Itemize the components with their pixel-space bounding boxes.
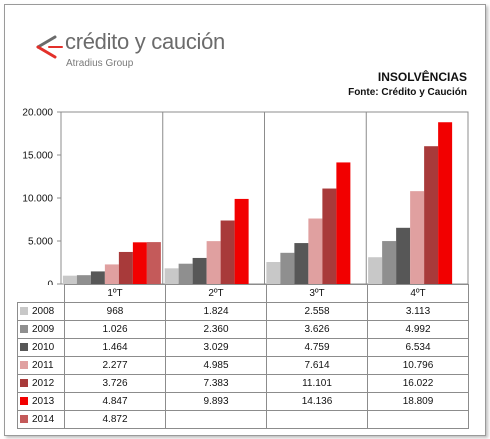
data-cell: 11.101: [266, 374, 368, 393]
data-cell: 7.383: [165, 374, 267, 393]
bar-2010-4: [396, 227, 411, 284]
bar-2013-3: [336, 162, 351, 284]
series-label: 2010: [17, 338, 65, 357]
data-cell: [165, 410, 267, 429]
legend-key: [20, 307, 28, 315]
series-label: 2009: [17, 320, 65, 339]
data-cell: 2.360: [165, 320, 267, 339]
data-table: 1ºT 2ºT 3ºT 4ºT 2008 968 1.824 2.558 3.113 20…: [17, 284, 469, 429]
y-tick-label: 20.000: [22, 108, 53, 119]
data-cell: 1.824: [165, 302, 267, 321]
data-table-row: 2010 1.464 3.029 4.759 6.534: [17, 338, 469, 357]
data-table-row: 2014 4.872: [17, 410, 469, 429]
data-cell: 3.626: [266, 320, 368, 339]
data-cell: 4.759: [266, 338, 368, 357]
chart-source: Fonte: Crédito y Caución: [348, 87, 467, 98]
legend-key: [20, 361, 28, 369]
bar-chart: 0 5.000 10.000 15.000 20.000: [22, 108, 469, 286]
bar-2011-2: [206, 241, 221, 284]
data-cell: 3.726: [64, 374, 166, 393]
data-cell: 4.985: [165, 356, 267, 375]
data-cell: 3.113: [367, 302, 469, 321]
data-cell: 1.464: [64, 338, 166, 357]
bar-2008-2: [164, 268, 179, 284]
legend-key: [20, 325, 28, 333]
data-cell: 968: [64, 302, 166, 321]
legend-key: [20, 343, 28, 351]
legend-key: [20, 397, 28, 405]
bar-2012-2: [220, 220, 235, 284]
series-name: 2012: [32, 378, 55, 389]
series-name: 2009: [32, 324, 55, 335]
data-cell: 14.136: [266, 392, 368, 411]
series-name: 2010: [32, 342, 55, 353]
legend-key: [20, 379, 28, 387]
y-tick-label: 5.000: [28, 237, 53, 248]
data-cell: 7.614: [266, 356, 368, 375]
data-cell: 4.847: [64, 392, 166, 411]
brand-subtitle: Atradius Group: [66, 58, 134, 69]
quarter-header: 4ºT: [367, 284, 469, 303]
bar-2012-1: [118, 251, 133, 284]
bar-2012-4: [424, 146, 439, 284]
series-name: 2014: [32, 414, 55, 425]
series-label: 2008: [17, 302, 65, 321]
series-label: 2013: [17, 392, 65, 411]
chart-title: INSOLVÊNCIAS: [377, 70, 467, 84]
bar-2008-1: [62, 275, 77, 284]
data-cell: 10.796: [367, 356, 469, 375]
y-tick-label: 0: [47, 280, 53, 286]
data-cell: 1.026: [64, 320, 166, 339]
bar-2011-4: [410, 191, 425, 284]
series-label: 2011: [17, 356, 65, 375]
bar-2009-2: [178, 263, 193, 284]
y-tick-label: 15.000: [22, 151, 53, 162]
bar-2014-1: [146, 242, 161, 284]
series-label: 2014: [17, 410, 65, 429]
data-cell: 6.534: [367, 338, 469, 357]
series-label: 2012: [17, 374, 65, 393]
data-cell: [367, 410, 469, 429]
bar-2013-1: [132, 242, 147, 284]
series-name: 2013: [32, 396, 55, 407]
quarter-header: 2ºT: [165, 284, 267, 303]
data-cell: 3.029: [165, 338, 267, 357]
bar-2010-2: [192, 257, 207, 284]
brand-name: crédito y caución: [65, 29, 225, 54]
data-table-row: 2008 968 1.824 2.558 3.113: [17, 302, 469, 321]
bar-2011-1: [104, 264, 119, 284]
data-cell: 9.893: [165, 392, 267, 411]
bar-2012-3: [322, 188, 337, 284]
bar-2009-4: [382, 241, 397, 284]
data-table-header-row: 1ºT 2ºT 3ºT 4ºT: [17, 284, 469, 303]
quarter-header: 3ºT: [266, 284, 368, 303]
bar-2013-2: [234, 198, 249, 284]
data-cell: 2.558: [266, 302, 368, 321]
bar-2011-3: [308, 218, 323, 284]
bar-2010-1: [90, 271, 105, 284]
data-cell: 2.277: [64, 356, 166, 375]
data-table-row: 2012 3.726 7.383 11.101 16.022: [17, 374, 469, 393]
quarter-header: 1ºT: [64, 284, 166, 303]
brand-arrow-icon: [36, 35, 63, 59]
data-cell: 4.872: [64, 410, 166, 429]
data-table-row: 2009 1.026 2.360 3.626 4.992: [17, 320, 469, 339]
series-name: 2011: [32, 360, 54, 371]
data-table-row: 2011 2.277 4.985 7.614 10.796: [17, 356, 469, 375]
bar-2008-3: [266, 262, 281, 284]
data-table-row: 2013 4.847 9.893 14.136 18.809: [17, 392, 469, 411]
data-cell: 18.809: [367, 392, 469, 411]
bar-2010-3: [294, 243, 309, 284]
data-table-corner: [17, 284, 65, 303]
data-cell: [266, 410, 368, 429]
bar-2009-3: [280, 252, 295, 284]
bar-2008-4: [368, 257, 383, 284]
y-tick-label: 10.000: [22, 194, 53, 205]
bar-2013-4: [438, 122, 453, 284]
data-cell: 4.992: [367, 320, 469, 339]
series-name: 2008: [32, 306, 55, 317]
data-cell: 16.022: [367, 374, 469, 393]
legend-key: [20, 415, 28, 423]
bar-2009-1: [76, 275, 91, 284]
